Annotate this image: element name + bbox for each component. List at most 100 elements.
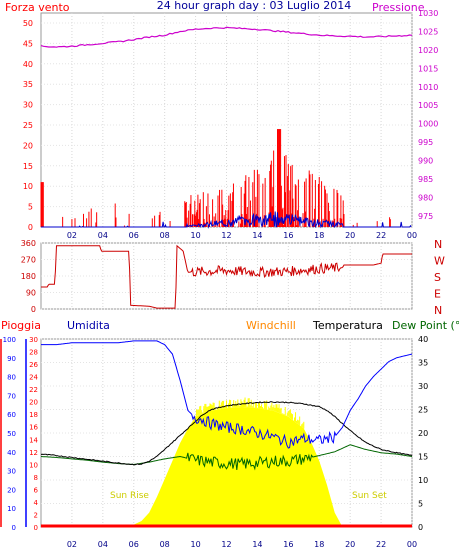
right-tick-label: 1010 — [418, 83, 438, 92]
left-axis-title: Forza vento — [5, 1, 70, 14]
x-tick-label: 18 — [314, 231, 324, 240]
x-tick-label: 08 — [160, 540, 170, 549]
x-tick-label: 14 — [252, 540, 262, 549]
left-tick-label: 360 — [21, 239, 36, 248]
x-tick-label: 00 — [407, 540, 417, 549]
x-tick-label: 00 — [407, 231, 417, 240]
x-tick-label: 04 — [98, 231, 108, 240]
humidity-tick-label: 100 — [3, 336, 16, 344]
right-tick-label: 1030 — [418, 9, 438, 18]
right-tick-label: 995 — [418, 138, 433, 147]
x-tick-label: 16 — [283, 231, 293, 240]
x-tick-label: 02 — [67, 540, 77, 549]
right-axis-title: Pressione — [372, 1, 425, 14]
x-tick-label: 10 — [190, 540, 200, 549]
humidity-tick-label: 10 — [7, 505, 16, 513]
x-tick-label: 04 — [98, 540, 108, 549]
left-tick-label: 25 — [23, 121, 33, 130]
right-axis-ticks: 975 980 985 990 995 1000 1005 1010 1015 1020 1025 1… — [418, 9, 438, 221]
panel-frame — [40, 12, 413, 228]
temperature-line — [40, 401, 413, 466]
legend-dewpoint: Dew Point (°C — [392, 319, 459, 332]
x-tick-label: 02 — [67, 231, 77, 240]
legend-temperature: Temperatura — [312, 319, 383, 332]
temperature-tick-label: 40 — [418, 335, 428, 344]
rain-tick-label: 24 — [29, 374, 38, 382]
rain-tick-label: 20 — [29, 399, 38, 407]
left-tick-label: 45 — [23, 39, 33, 48]
rain-tick-label: 22 — [29, 386, 38, 394]
right-tick-label: 990 — [418, 157, 433, 166]
x-tick-label: 08 — [160, 231, 170, 240]
rain-tick-label: 28 — [29, 349, 38, 357]
rain-tick-label: 16 — [29, 424, 38, 432]
humidity-tick-label: 50 — [7, 430, 16, 438]
temperature-tick-label: 10 — [418, 476, 428, 485]
right-tick-label: 1000 — [418, 120, 438, 129]
rain-tick-label: 18 — [29, 411, 38, 419]
left-tick-label: 5 — [28, 203, 33, 212]
left-axis-ticks: 0 5 10 15 20 25 30 35 40 45 50 — [23, 19, 33, 232]
x-tick-label: 14 — [252, 231, 262, 240]
x-tick-label: 22 — [376, 231, 386, 240]
rain-tick-label: 26 — [29, 361, 38, 369]
left-tick-label: 180 — [21, 272, 36, 281]
humidity-tick-label: 0 — [12, 524, 16, 532]
sunset-label: Sun Set — [352, 491, 387, 501]
x-tick-label: 06 — [129, 231, 139, 240]
compass-label: N — [434, 304, 442, 317]
left-tick-label: 0 — [28, 223, 33, 232]
right-tick-label: 1025 — [418, 27, 438, 36]
right-tick-label: 1020 — [418, 46, 438, 55]
right-tick-label: 1005 — [418, 101, 438, 110]
left-tick-label: 0 — [31, 305, 36, 314]
x-tick-label: 12 — [221, 231, 231, 240]
right-tick-label: 980 — [418, 193, 433, 202]
humidity-tick-label: 90 — [7, 355, 16, 363]
rain-tick-label: 4 — [34, 499, 39, 507]
x-tick-label: 22 — [376, 540, 386, 549]
compass-label: S — [434, 271, 441, 284]
left-tick-label: 40 — [23, 60, 33, 69]
humidity-tick-label: 60 — [7, 411, 16, 419]
x-tick-label: 06 — [129, 540, 139, 549]
left-tick-label: 50 — [23, 19, 33, 28]
rain-tick-label: 0 — [34, 524, 38, 532]
wind-series — [40, 129, 412, 229]
gust-line — [41, 211, 412, 229]
compass-label: W — [434, 255, 445, 268]
x-tick-label: 20 — [345, 231, 355, 240]
temperature-tick-label: 15 — [418, 453, 428, 462]
compass-label: E — [434, 288, 441, 301]
direction-line — [41, 244, 412, 309]
temperature-tick-label: 0 — [418, 523, 423, 532]
pressure-line — [40, 26, 413, 48]
temperature-axis-ticks: 0 5 10 15 20 25 30 35 40 — [418, 335, 428, 532]
x-tick-label: 16 — [283, 540, 293, 549]
temperature-humidity-panel: Pioggia Umidita Windchill Temperatura De… — [0, 319, 459, 549]
left-tick-label: 30 — [23, 101, 33, 110]
left-tick-label: 15 — [23, 162, 33, 171]
left-axis-ticks: 0 90 180 270 360 — [21, 239, 36, 314]
solar-radiation-area — [126, 407, 343, 527]
rain-tick-label: 2 — [34, 511, 38, 519]
left-tick-label: 90 — [26, 289, 36, 298]
left-tick-label: 270 — [21, 256, 36, 265]
right-tick-label: 985 — [418, 175, 433, 184]
left-tick-label: 35 — [23, 80, 33, 89]
left-tick-label: 10 — [23, 182, 33, 191]
dewpoint-line — [40, 444, 413, 471]
chart-title: 24 hour graph day : 03 Luglio 2014 — [157, 0, 352, 12]
temperature-tick-label: 25 — [418, 406, 428, 415]
rain-tick-label: 6 — [34, 486, 39, 494]
legend-rain: Pioggia — [1, 319, 41, 332]
x-tick-label: 12 — [221, 540, 231, 549]
legend-humidity: Umidita — [67, 319, 110, 332]
rain-tick-label: 8 — [34, 474, 38, 482]
left-tick-label: 20 — [23, 141, 33, 150]
